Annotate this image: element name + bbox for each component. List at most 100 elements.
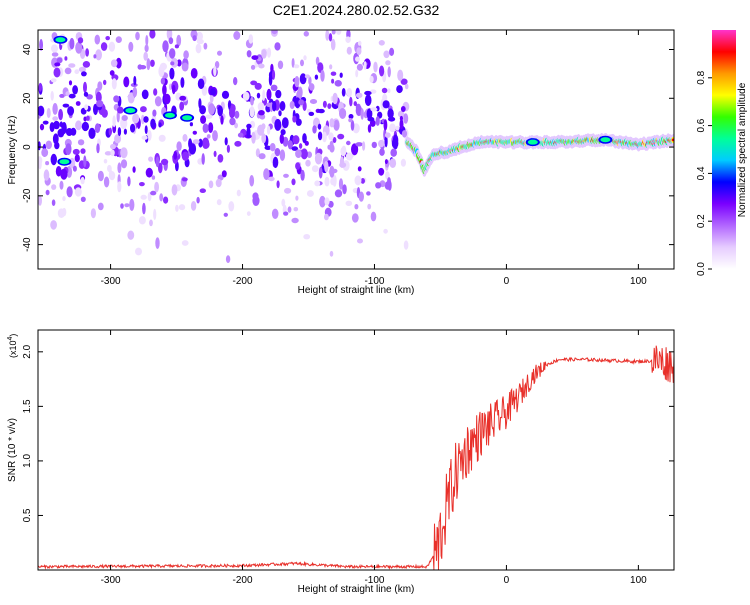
spectrogram-cell xyxy=(139,182,145,187)
spectrogram-cell xyxy=(195,43,202,54)
spectrogram-cell xyxy=(141,114,145,125)
ridge-core xyxy=(671,138,674,142)
spectrogram-cell xyxy=(163,196,169,204)
spectrogram-cell xyxy=(378,139,385,148)
spectrogram-cell xyxy=(314,180,321,187)
spectrogram-cell xyxy=(384,132,391,138)
spectrogram-cell xyxy=(308,111,315,116)
spectrogram-cell xyxy=(271,30,278,35)
x-tick-label: -300 xyxy=(101,575,121,586)
spectrogram-cell xyxy=(246,126,251,139)
spectrogram-cell xyxy=(93,103,98,116)
spectrogram-cell xyxy=(103,79,107,86)
spectrogram-cell xyxy=(276,180,280,189)
spectrogram-cell xyxy=(339,156,345,169)
spectrogram-cell xyxy=(283,211,289,216)
spectrogram-cell xyxy=(300,59,304,67)
spectrogram-cell xyxy=(208,180,214,189)
spectrogram-cell xyxy=(226,144,230,153)
spectrogram-cell xyxy=(176,34,182,47)
spectrogram-y-label: Frequency (Hz) xyxy=(7,116,18,185)
spectrogram-cell xyxy=(354,204,359,210)
spectrogram-cell xyxy=(293,64,300,69)
spectrogram-cell xyxy=(383,119,388,131)
spectrogram-cell xyxy=(150,59,155,67)
spectrogram-cell xyxy=(257,124,265,136)
spectrogram-cell xyxy=(302,133,307,144)
spectrogram-cell xyxy=(309,99,318,104)
spectrogram-cell xyxy=(198,138,203,148)
spectrogram-cell xyxy=(256,92,261,99)
spectrogram-cell xyxy=(208,122,214,133)
spectrogram-cell xyxy=(120,203,124,209)
spectrogram-cell xyxy=(317,123,322,130)
spectrogram-cell xyxy=(174,44,179,49)
spectrogram-cell xyxy=(295,162,301,170)
spectrogram-cell xyxy=(279,149,286,161)
spectrogram-cell xyxy=(383,50,390,59)
spectrogram-cell xyxy=(291,146,299,151)
spectrogram-cell xyxy=(221,90,230,99)
spectrogram-cell xyxy=(314,152,323,165)
spectrogram-cell xyxy=(387,108,394,119)
spectrogram-cell xyxy=(155,156,160,168)
spectrogram-cell xyxy=(268,73,273,86)
spectrogram-cell xyxy=(274,118,282,131)
spectrogram-cell xyxy=(217,105,223,117)
spectrogram-cell xyxy=(205,114,213,119)
spectrogram-cell xyxy=(190,68,198,79)
spectrogram-cell xyxy=(120,159,128,169)
spectrogram-cell xyxy=(379,148,385,156)
colorbar-tick-label: 0.0 xyxy=(696,262,707,276)
spectrogram-cell xyxy=(151,175,156,180)
spectrogram-cell xyxy=(88,127,96,139)
spectrogram-cell xyxy=(355,142,363,147)
spectrogram-cell xyxy=(303,31,309,37)
spectrogram-cell xyxy=(152,109,157,117)
spectrogram-cell xyxy=(351,213,359,223)
spectrogram-cell xyxy=(281,198,286,207)
spectrogram-cell xyxy=(127,176,131,187)
y-tick-label: 0 xyxy=(22,144,33,150)
spectrogram-cell xyxy=(110,149,115,156)
spectrogram-cell xyxy=(38,82,42,92)
spectrogram-cell xyxy=(132,166,136,173)
spectrogram-cell xyxy=(249,106,255,118)
spectrogram-cell xyxy=(74,69,80,75)
spectrogram-cell xyxy=(103,158,108,164)
spectrogram-cell xyxy=(132,113,140,124)
colorbar-tick-label: 0.8 xyxy=(696,70,707,84)
spectrogram-cell xyxy=(389,158,397,169)
y-tick-label: 1.5 xyxy=(22,399,33,413)
spectrogram-cell xyxy=(155,237,160,250)
x-tick-label: -100 xyxy=(364,276,384,287)
spectrogram-cell xyxy=(280,129,286,136)
spectrogram-cell xyxy=(181,62,189,72)
spectrogram-cell xyxy=(143,116,149,123)
spectrogram-cell xyxy=(46,107,51,119)
spectrogram-cell xyxy=(389,47,395,57)
hotspot-inner xyxy=(182,115,193,121)
spectrogram-cell xyxy=(341,88,346,97)
spectrogram-cell xyxy=(75,41,83,54)
spectrogram-cell xyxy=(331,30,336,35)
spectrogram-cell xyxy=(352,123,360,134)
spectrogram-cell xyxy=(261,133,267,144)
spectrogram-cell xyxy=(294,97,301,109)
spectrogram-cell xyxy=(322,100,327,108)
spectrogram-cell xyxy=(261,49,267,59)
spectrogram-cell xyxy=(179,101,185,111)
spectrogram-cell xyxy=(123,128,127,135)
spectrogram-cell xyxy=(45,161,50,166)
spectrogram-cell xyxy=(143,51,148,61)
hotspot-inner xyxy=(59,159,70,165)
spectrogram-cell xyxy=(188,143,197,155)
spectrogram-cell xyxy=(64,56,68,61)
spectrogram-cell xyxy=(284,187,292,194)
spectrogram-cell xyxy=(196,196,200,204)
spectrogram-cell xyxy=(85,48,89,57)
spectrogram-cell xyxy=(108,127,113,136)
spectrogram-cell xyxy=(217,50,222,56)
spectrogram-cell xyxy=(72,148,80,155)
spectrogram-cell xyxy=(51,52,59,57)
